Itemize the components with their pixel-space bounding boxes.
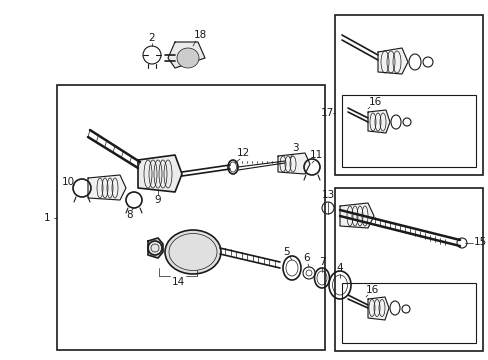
Text: 2: 2: [148, 33, 155, 43]
Ellipse shape: [164, 230, 221, 274]
Text: 8: 8: [126, 210, 133, 220]
Bar: [334, 188, 482, 351]
Text: 12: 12: [236, 148, 249, 158]
Polygon shape: [88, 175, 126, 200]
Text: 14: 14: [171, 277, 184, 287]
Polygon shape: [367, 110, 389, 133]
Bar: [57, 85, 325, 350]
Text: 6: 6: [303, 253, 310, 263]
Text: 11: 11: [309, 150, 322, 160]
Bar: [341, 283, 475, 343]
Text: 4: 4: [336, 263, 343, 273]
Text: 10: 10: [61, 177, 74, 187]
Text: 16: 16: [365, 285, 378, 295]
Text: 17: 17: [320, 108, 333, 118]
Text: 3: 3: [291, 143, 298, 153]
Text: 13: 13: [321, 190, 334, 200]
Text: 16: 16: [367, 97, 381, 107]
Polygon shape: [278, 153, 309, 174]
Text: 15: 15: [472, 237, 486, 247]
Bar: [334, 15, 482, 175]
Bar: [341, 95, 475, 167]
Polygon shape: [367, 297, 388, 320]
Polygon shape: [138, 155, 182, 192]
Polygon shape: [168, 42, 204, 68]
Polygon shape: [148, 238, 163, 258]
Polygon shape: [377, 48, 407, 74]
Text: 9: 9: [154, 195, 161, 205]
Text: 18: 18: [193, 30, 206, 40]
Text: 1: 1: [43, 213, 50, 223]
Text: 5: 5: [282, 247, 289, 257]
Text: 7: 7: [318, 257, 325, 267]
Polygon shape: [339, 203, 373, 228]
Ellipse shape: [177, 48, 199, 68]
